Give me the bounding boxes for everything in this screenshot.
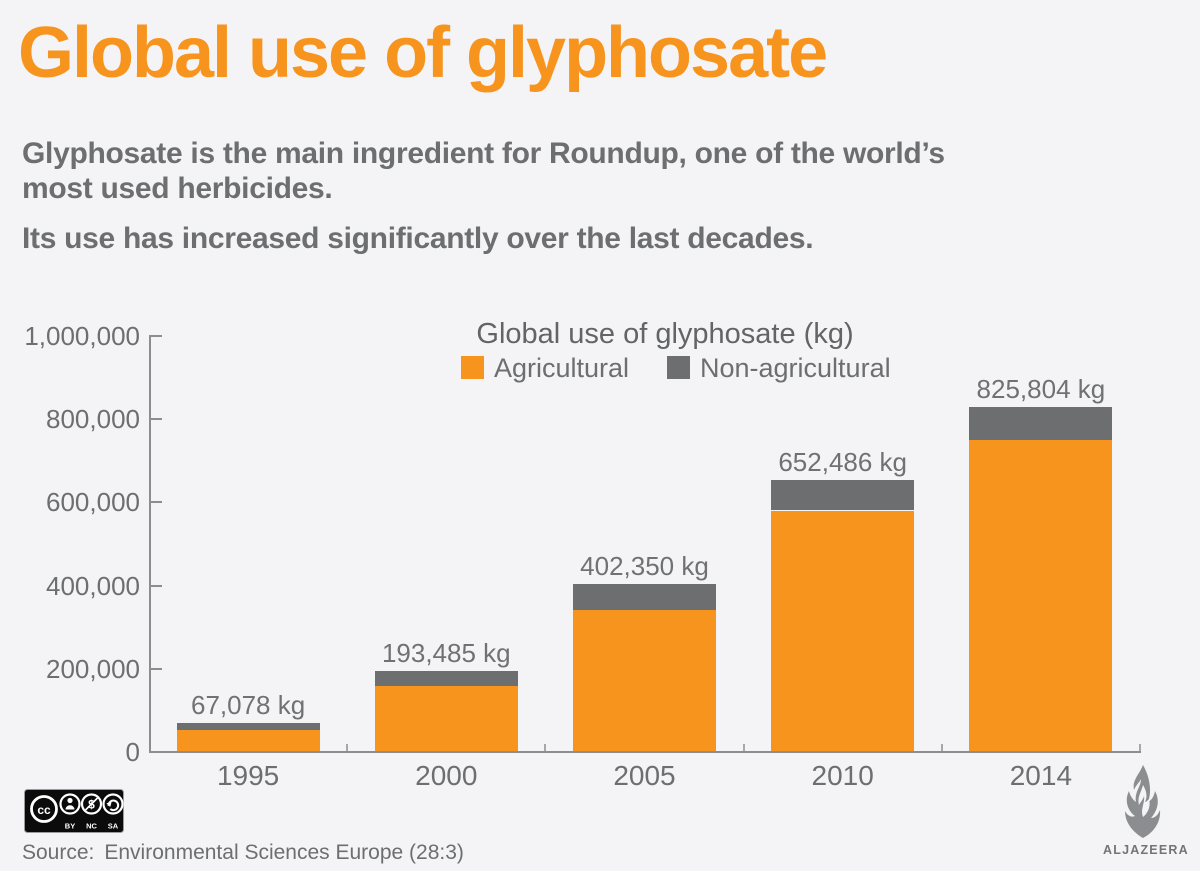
bar-non-agricultural-1995 (176, 723, 320, 730)
cc-sa-label: SA (108, 822, 119, 831)
legend-swatch-non-agricultural (667, 356, 690, 379)
y-axis-label: 800,000 (46, 404, 140, 435)
cc-by-label: BY (65, 822, 75, 831)
source-label: Source: (22, 841, 95, 864)
bar-non-agricultural-2000 (374, 670, 518, 686)
bar-agricultural-1995 (176, 729, 320, 751)
y-axis-tick (151, 584, 162, 587)
x-axis-line (149, 751, 1141, 753)
legend-label-agricultural: Agricultural (494, 353, 630, 383)
x-axis-label-2010: 2010 (811, 760, 874, 791)
y-axis-line (149, 335, 151, 753)
x-axis-label-1995: 1995 (216, 760, 280, 791)
bar-total-label-2005: 402,350 kg (580, 550, 709, 581)
legend-label-non-agricultural: Non-agricultural (700, 353, 891, 383)
x-axis-tick (940, 744, 943, 751)
intro-paragraph-1-line-2: most used herbicides. (22, 172, 333, 205)
page-title: Global use of glyphosate (18, 13, 828, 93)
source-value: Environmental Sciences Europe (28:3) (104, 841, 464, 864)
x-axis-label-2000: 2000 (415, 760, 478, 791)
y-axis-label: 400,000 (46, 570, 140, 601)
aljazeera-flame-logo-icon (1125, 765, 1161, 838)
source-line: Source: Environmental Sciences Europe (28… (22, 841, 464, 865)
intro-paragraph-1-line-1: Glyphosate is the main ingredient for Ro… (22, 137, 945, 170)
bar-non-agricultural-2014 (969, 407, 1113, 441)
intro-paragraph-2: Its use has increased significantly over… (22, 222, 814, 255)
aljazeera-wordmark: ALJAZEERA (1103, 843, 1189, 857)
bar-total-label-1995: 67,078 kg (190, 690, 306, 721)
intro-paragraph-1: Glyphosate is the main ingredient for Ro… (22, 136, 945, 206)
cc-nc-label: NC (86, 822, 97, 831)
x-axis-tick (1139, 744, 1141, 751)
bar-agricultural-2014 (969, 440, 1113, 751)
legend-swatch-agricultural (461, 356, 484, 379)
y-axis-tick (151, 418, 162, 421)
x-axis-label-2005: 2005 (613, 760, 676, 791)
y-axis-tick (151, 501, 162, 504)
cc-license-badge: cc $ BY NC SA (24, 789, 124, 833)
y-axis-label: 600,000 (46, 487, 140, 518)
svg-text:cc: cc (37, 803, 51, 817)
bar-non-agricultural-2005 (573, 583, 716, 610)
y-axis-label: 1,000,000 (24, 321, 140, 351)
bar-agricultural-2010 (771, 510, 915, 751)
sa-share-alike-icon (102, 793, 124, 815)
y-axis-label: 200,000 (46, 653, 140, 684)
bar-total-label-2010: 652,486 kg (778, 446, 908, 477)
chart-title: Global use of glyphosate (kg) (476, 318, 854, 350)
x-axis-label-2014: 2014 (1009, 760, 1073, 791)
bar-total-label-2000: 193,485 kg (381, 637, 511, 668)
bar-agricultural-2005 (573, 609, 716, 751)
y-axis-tick (151, 667, 162, 670)
y-axis-tick (151, 335, 162, 337)
nc-no-dollar-icon: $ (80, 793, 103, 815)
x-axis-tick (544, 744, 547, 751)
y-axis-label: 0 (125, 737, 140, 767)
by-person-icon (59, 793, 81, 815)
bar-agricultural-2000 (374, 685, 518, 751)
x-axis-tick (742, 744, 745, 751)
cc-icon: cc (30, 795, 58, 823)
bar-total-label-2014: 825,804 kg (976, 374, 1106, 405)
x-axis-tick (346, 744, 349, 751)
bar-non-agricultural-2010 (771, 479, 915, 511)
